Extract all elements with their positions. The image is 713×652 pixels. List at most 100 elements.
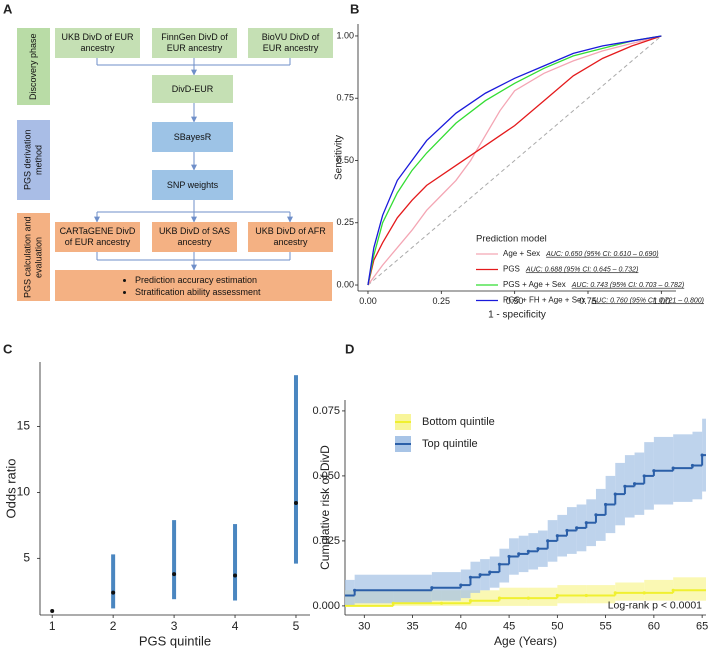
panel-label: A xyxy=(3,1,13,16)
ci-band xyxy=(470,590,500,606)
x-tick-label: 0.00 xyxy=(359,296,377,306)
y-axis-title: Sensitivity xyxy=(334,135,345,180)
ci-band xyxy=(615,582,645,601)
diagram-node: CARTaGENE DivD of EUR ancestry xyxy=(55,222,140,252)
legend-auc: AUC: 0.760 (95% CI: 0.721 – 0.800) xyxy=(591,297,704,304)
diagram-arrows xyxy=(94,58,293,271)
censor-mark xyxy=(652,469,656,473)
ci-band xyxy=(499,587,529,606)
x-tick-label: 65 xyxy=(696,620,708,632)
legend-label: Bottom quintile xyxy=(422,416,495,428)
x-axis-title: PGS quintile xyxy=(139,633,211,648)
censor-mark xyxy=(565,528,569,533)
censor-mark xyxy=(632,482,637,486)
ci-band xyxy=(354,574,432,604)
phase-label: Discovery phase xyxy=(17,28,50,105)
roc-curve xyxy=(367,35,662,286)
legend-title: Prediction model xyxy=(476,234,547,245)
y-tick-label: 0.00 xyxy=(336,279,354,289)
legend-auc: AUC: 0.743 (95% CI: 0.703 – 0.782) xyxy=(571,282,684,289)
x-axis-title: Age (Years) xyxy=(494,634,557,648)
x-tick-label: 55 xyxy=(599,620,611,632)
censor-mark xyxy=(555,534,559,538)
censor-mark xyxy=(594,513,598,517)
x-axis-title: 1 - specificity xyxy=(488,310,546,321)
point xyxy=(293,500,298,505)
legend-label: PGS xyxy=(503,265,520,274)
error-bar xyxy=(172,520,177,600)
chart-panel: C 1 2 3 4 5 5 10 15 PGS quintile Odds ratio xyxy=(3,341,310,648)
censor-mark xyxy=(555,593,559,598)
bullet-box: Prediction accuracy estimationStratifica… xyxy=(55,270,332,301)
diagram-node: FinnGen DivD of EUR ancestry xyxy=(152,28,237,58)
bullet: Stratification ability assessment xyxy=(135,286,261,298)
ci-band xyxy=(345,579,355,606)
x-tick-label: 2 xyxy=(110,619,117,633)
point xyxy=(233,573,238,578)
roc-curve xyxy=(367,35,662,286)
y-tick-label: 10 xyxy=(17,485,31,499)
y-axis-title: Odds ratio xyxy=(3,459,18,519)
x-tick-label: 0.50 xyxy=(506,296,524,306)
censor-mark xyxy=(700,453,704,457)
censor-mark xyxy=(517,552,521,556)
roc-curve xyxy=(367,35,662,286)
diagram-node: SNP weights xyxy=(152,170,233,200)
censor-mark xyxy=(671,588,675,592)
ci-band xyxy=(644,579,674,601)
x-tick-label: 5 xyxy=(293,619,300,633)
censor-mark xyxy=(439,601,444,605)
y-tick-label: 0.25 xyxy=(336,217,354,227)
y-tick-label: 0.050 xyxy=(312,470,340,482)
error-bar xyxy=(293,375,298,564)
censor-mark xyxy=(468,599,473,603)
y-axis-title: Cumulative risk of DivD xyxy=(318,445,332,570)
diagram-node: UKB DivD of SAS ancestry xyxy=(152,222,237,252)
censor-mark xyxy=(526,549,530,553)
phase-label: PGS calculation and evaluation xyxy=(17,213,50,301)
point xyxy=(111,590,116,595)
bullet: Prediction accuracy estimation xyxy=(135,274,261,286)
x-tick-label: 4 xyxy=(232,619,239,633)
y-tick-label: 0.075 xyxy=(312,405,340,417)
legend-label: Age + Sex xyxy=(503,249,540,258)
legend-auc: AUC: 0.688 (95% CI: 0.645 – 0.732) xyxy=(525,266,638,273)
censor-mark xyxy=(690,463,695,468)
x-tick-label: 50 xyxy=(551,620,563,632)
censor-mark xyxy=(584,593,588,598)
ci-band xyxy=(528,587,558,606)
censor-mark xyxy=(546,539,550,543)
censor-mark xyxy=(353,588,357,592)
panel-label: D xyxy=(345,341,354,356)
ci-band xyxy=(499,548,510,583)
bullet-list: Prediction accuracy estimationStratifica… xyxy=(55,274,261,298)
legend-label: PGS + FH + Age + Sex xyxy=(503,296,586,305)
y-tick-label: 1.00 xyxy=(336,30,354,40)
panel-label: B xyxy=(350,1,359,16)
ci-band xyxy=(431,572,461,601)
censor-mark xyxy=(478,573,482,577)
x-tick-label: 1.00 xyxy=(653,296,671,306)
x-tick-label: 1 xyxy=(49,619,56,633)
y-tick-label: 0.50 xyxy=(336,155,354,165)
ci-band xyxy=(460,569,471,599)
censor-mark xyxy=(604,502,608,507)
ci-band xyxy=(673,577,706,601)
point xyxy=(172,572,177,577)
legend-label: PGS + Age + Sex xyxy=(503,280,566,289)
censor-mark xyxy=(497,562,502,566)
censor-mark xyxy=(488,570,492,574)
x-tick-label: 3 xyxy=(171,619,178,633)
legend-label: Top quintile xyxy=(422,438,478,450)
error-bar xyxy=(111,554,116,609)
censor-mark xyxy=(536,547,540,551)
censor-mark xyxy=(391,601,395,605)
diagram-node: UKB DivD of EUR ancestry xyxy=(55,28,140,58)
censor-mark xyxy=(459,583,463,587)
x-tick-label: 0.25 xyxy=(433,296,451,306)
censor-mark xyxy=(497,596,502,600)
annotation: Log-rank p < 0.0001 xyxy=(608,600,702,612)
censor-mark xyxy=(430,586,434,590)
diagram-node: BioVU DivD of EUR ancestry xyxy=(248,28,333,58)
